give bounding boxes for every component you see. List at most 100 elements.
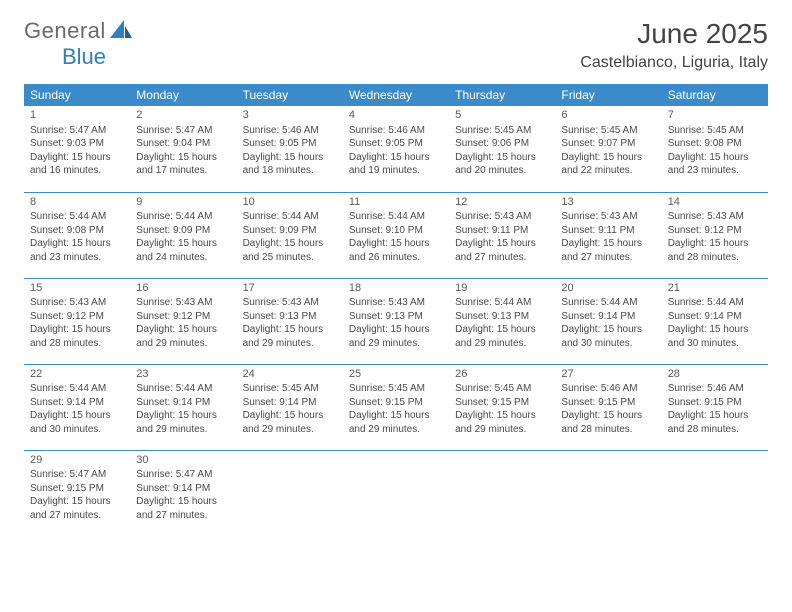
sunset-line: Sunset: 9:06 PM [455,137,549,151]
calendar-cell: 16Sunrise: 5:43 AMSunset: 9:12 PMDayligh… [130,278,236,364]
logo: General [24,18,134,44]
sunrise-line: Sunrise: 5:43 AM [243,296,337,310]
day-number: 13 [561,195,655,210]
day-number: 26 [455,367,549,382]
calendar-cell: 3Sunrise: 5:46 AMSunset: 9:05 PMDaylight… [237,106,343,192]
calendar-cell: 22Sunrise: 5:44 AMSunset: 9:14 PMDayligh… [24,364,130,450]
calendar-cell: 10Sunrise: 5:44 AMSunset: 9:09 PMDayligh… [237,192,343,278]
calendar-cell: 25Sunrise: 5:45 AMSunset: 9:15 PMDayligh… [343,364,449,450]
calendar-cell: 13Sunrise: 5:43 AMSunset: 9:11 PMDayligh… [555,192,661,278]
sunset-line: Sunset: 9:12 PM [668,224,762,238]
day-number: 14 [668,195,762,210]
calendar-table: SundayMondayTuesdayWednesdayThursdayFrid… [24,84,768,536]
sunrise-line: Sunrise: 5:44 AM [136,210,230,224]
weekday-header: Sunday [24,84,130,106]
sunset-line: Sunset: 9:13 PM [455,310,549,324]
sunrise-line: Sunrise: 5:47 AM [30,468,124,482]
sunrise-line: Sunrise: 5:46 AM [668,382,762,396]
day-number: 6 [561,108,655,123]
daylight-line: Daylight: 15 hours and 29 minutes. [243,409,337,436]
sunrise-line: Sunrise: 5:45 AM [349,382,443,396]
calendar-cell: 20Sunrise: 5:44 AMSunset: 9:14 PMDayligh… [555,278,661,364]
sunrise-line: Sunrise: 5:47 AM [136,468,230,482]
calendar-cell: 12Sunrise: 5:43 AMSunset: 9:11 PMDayligh… [449,192,555,278]
logo-sail-icon [110,20,132,45]
calendar-cell: 27Sunrise: 5:46 AMSunset: 9:15 PMDayligh… [555,364,661,450]
daylight-line: Daylight: 15 hours and 23 minutes. [30,237,124,264]
day-number: 10 [243,195,337,210]
calendar-cell: 7Sunrise: 5:45 AMSunset: 9:08 PMDaylight… [662,106,768,192]
calendar-cell: 15Sunrise: 5:43 AMSunset: 9:12 PMDayligh… [24,278,130,364]
daylight-line: Daylight: 15 hours and 16 minutes. [30,151,124,178]
sunrise-line: Sunrise: 5:43 AM [136,296,230,310]
sunset-line: Sunset: 9:05 PM [243,137,337,151]
sunset-line: Sunset: 9:05 PM [349,137,443,151]
calendar-row: 15Sunrise: 5:43 AMSunset: 9:12 PMDayligh… [24,278,768,364]
calendar-cell: 18Sunrise: 5:43 AMSunset: 9:13 PMDayligh… [343,278,449,364]
sunrise-line: Sunrise: 5:43 AM [668,210,762,224]
sunset-line: Sunset: 9:07 PM [561,137,655,151]
page-title: June 2025 [580,18,768,50]
sunrise-line: Sunrise: 5:44 AM [30,210,124,224]
day-number: 9 [136,195,230,210]
weekday-header: Saturday [662,84,768,106]
sunrise-line: Sunrise: 5:45 AM [561,124,655,138]
sunset-line: Sunset: 9:14 PM [136,482,230,496]
calendar-cell: 30Sunrise: 5:47 AMSunset: 9:14 PMDayligh… [130,450,236,536]
daylight-line: Daylight: 15 hours and 29 minutes. [136,409,230,436]
sunrise-line: Sunrise: 5:47 AM [30,124,124,138]
day-number: 20 [561,281,655,296]
sunset-line: Sunset: 9:14 PM [136,396,230,410]
sunrise-line: Sunrise: 5:43 AM [561,210,655,224]
sunset-line: Sunset: 9:14 PM [668,310,762,324]
sunset-line: Sunset: 9:15 PM [668,396,762,410]
day-number: 11 [349,195,443,210]
sunrise-line: Sunrise: 5:46 AM [349,124,443,138]
day-number: 17 [243,281,337,296]
day-number: 2 [136,108,230,123]
sunrise-line: Sunrise: 5:43 AM [455,210,549,224]
header: General June 2025 Castelbianco, Liguria,… [0,0,792,78]
sunrise-line: Sunrise: 5:45 AM [455,382,549,396]
sunset-line: Sunset: 9:10 PM [349,224,443,238]
calendar-cell [449,450,555,536]
daylight-line: Daylight: 15 hours and 29 minutes. [243,323,337,350]
sunrise-line: Sunrise: 5:46 AM [243,124,337,138]
sunrise-line: Sunrise: 5:44 AM [455,296,549,310]
calendar-cell: 6Sunrise: 5:45 AMSunset: 9:07 PMDaylight… [555,106,661,192]
sunset-line: Sunset: 9:04 PM [136,137,230,151]
daylight-line: Daylight: 15 hours and 30 minutes. [668,323,762,350]
calendar-cell: 24Sunrise: 5:45 AMSunset: 9:14 PMDayligh… [237,364,343,450]
daylight-line: Daylight: 15 hours and 29 minutes. [349,409,443,436]
calendar-cell [662,450,768,536]
sunrise-line: Sunrise: 5:45 AM [455,124,549,138]
day-number: 24 [243,367,337,382]
calendar-cell: 8Sunrise: 5:44 AMSunset: 9:08 PMDaylight… [24,192,130,278]
daylight-line: Daylight: 15 hours and 29 minutes. [136,323,230,350]
daylight-line: Daylight: 15 hours and 28 minutes. [30,323,124,350]
daylight-line: Daylight: 15 hours and 29 minutes. [455,409,549,436]
day-number: 15 [30,281,124,296]
sunset-line: Sunset: 9:15 PM [30,482,124,496]
sunset-line: Sunset: 9:15 PM [349,396,443,410]
calendar-cell [555,450,661,536]
daylight-line: Daylight: 15 hours and 27 minutes. [30,495,124,522]
sunset-line: Sunset: 9:13 PM [243,310,337,324]
sunset-line: Sunset: 9:14 PM [243,396,337,410]
sunrise-line: Sunrise: 5:44 AM [30,382,124,396]
day-number: 19 [455,281,549,296]
day-number: 3 [243,108,337,123]
day-number: 12 [455,195,549,210]
daylight-line: Daylight: 15 hours and 27 minutes. [455,237,549,264]
sunrise-line: Sunrise: 5:45 AM [668,124,762,138]
sunrise-line: Sunrise: 5:45 AM [243,382,337,396]
sunset-line: Sunset: 9:15 PM [455,396,549,410]
calendar-cell: 1Sunrise: 5:47 AMSunset: 9:03 PMDaylight… [24,106,130,192]
calendar-cell: 23Sunrise: 5:44 AMSunset: 9:14 PMDayligh… [130,364,236,450]
calendar-cell: 9Sunrise: 5:44 AMSunset: 9:09 PMDaylight… [130,192,236,278]
calendar-cell: 11Sunrise: 5:44 AMSunset: 9:10 PMDayligh… [343,192,449,278]
calendar-cell [237,450,343,536]
title-block: June 2025 Castelbianco, Liguria, Italy [580,18,768,72]
sunset-line: Sunset: 9:03 PM [30,137,124,151]
day-number: 18 [349,281,443,296]
